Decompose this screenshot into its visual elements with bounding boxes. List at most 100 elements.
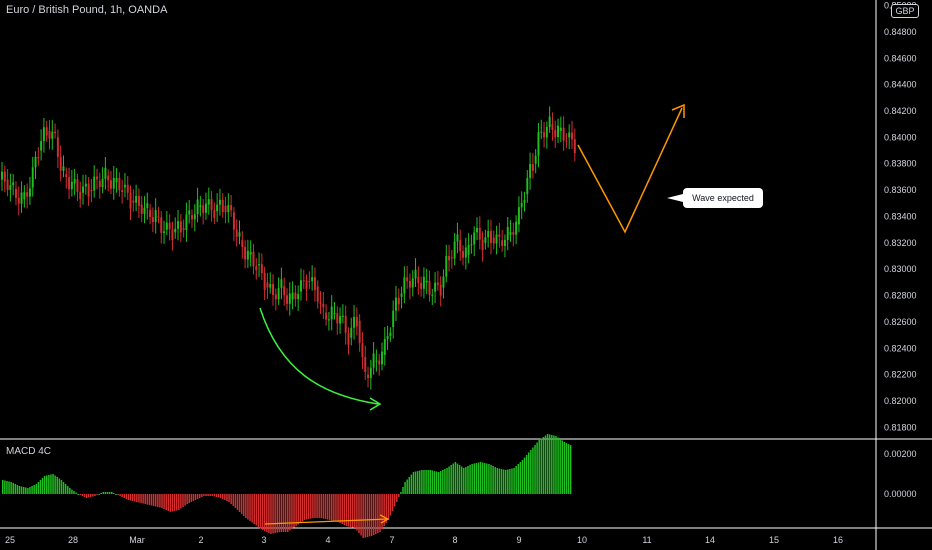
macd-bar [266,494,268,532]
candle-body [163,231,166,233]
macd-bar [136,494,138,502]
macd-bar [439,471,442,494]
macd-bar [408,477,411,494]
macd-bar [291,494,293,529]
macd-bar [75,492,77,494]
candle-body [386,336,389,339]
candle-body [40,141,43,151]
macd-bar [226,494,228,501]
macd-bar [303,494,306,520]
candle-body [123,184,126,188]
currency-badge[interactable]: GBP [891,4,919,18]
macd-bar [192,494,195,501]
macd-bar [534,445,536,494]
macd-bar [230,494,232,504]
candle-body [381,351,383,365]
candle-body [96,176,98,180]
macd-bar [423,470,425,494]
macd-bar [278,494,281,532]
macd-bar [100,493,102,494]
macd-bar [289,494,291,531]
candle-body [241,240,244,247]
macd-bar [263,494,266,531]
wave-expected-callout[interactable]: Wave expected [667,188,763,208]
macd-bar [442,470,444,494]
candle-body [104,167,107,179]
macd-bar [372,494,375,535]
candle-body [330,306,333,320]
candle-body [179,221,182,233]
candle-body [149,209,152,218]
candle-body [90,190,93,192]
macd-bar [14,484,17,494]
macd-bar [567,444,570,494]
candle-body [406,277,409,282]
candle-body [414,269,417,279]
macd-bar [240,494,243,514]
macd-bar [178,494,180,510]
candle-body [48,130,51,139]
candle-body [218,199,221,205]
candle-body [559,127,562,131]
macd-bar [127,494,130,500]
candle-body [420,282,423,289]
candle-body [79,191,82,200]
candle-body [126,184,129,193]
macd-bar [224,494,226,500]
macd-bar [203,494,205,496]
time-tick-label: 14 [705,535,715,545]
price-tick-label: 0.81800 [884,422,917,432]
macd-bar [414,471,417,494]
macd-bar [31,486,33,494]
candle-body [160,217,163,233]
macd-bar [66,486,69,494]
macd-bar [213,494,216,497]
macd-bar [98,494,100,495]
candle-body [154,210,157,223]
macd-bar [421,470,423,494]
macd-bar [41,478,44,494]
candle-body [137,196,140,206]
candle-body [107,175,110,181]
candle-body [277,287,280,300]
candle-body [238,232,241,237]
macd-bar [293,494,295,528]
macd-bar [245,494,247,518]
candle-body [227,205,230,213]
candle-body [428,280,431,295]
price-tick-label: 0.84400 [884,80,917,90]
candle-body [129,192,132,209]
candle-body [445,256,448,277]
candle-body [450,257,453,259]
macd-bar [79,494,82,495]
macd-bar [429,470,431,494]
candle-body [531,164,534,171]
candle-body [456,234,459,242]
macd-bar [94,494,96,496]
macd-bar [73,491,75,494]
candle-body [372,353,375,368]
candle-body [425,280,428,283]
macd-bar [77,494,79,495]
macd-bar [546,434,549,494]
macd-bar [532,447,534,494]
macd-bar [35,484,38,494]
candle-body [28,188,31,197]
macd-bar [205,494,207,496]
candle-body [350,327,353,338]
candle-body [6,179,9,190]
macd-bar [490,465,492,494]
candle-body [462,251,465,258]
macd-bar [322,494,325,519]
macd-bar [301,494,304,522]
candle-body [73,179,76,184]
chart-title: Euro / British Pound, 1h, OANDA [6,4,168,16]
macd-bar [175,494,178,511]
macd-bar [458,465,461,494]
price-tick-label: 0.82800 [884,291,917,301]
macd-bar [345,494,348,526]
macd-bar [446,468,448,494]
macd-bar [498,468,501,494]
macd-bar [385,494,387,523]
